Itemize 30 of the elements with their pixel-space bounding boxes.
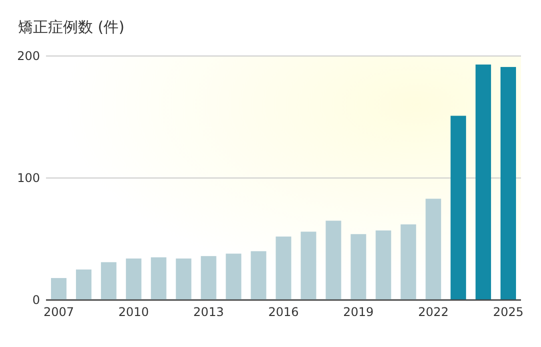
bar xyxy=(250,251,266,300)
x-tick-label: 2010 xyxy=(118,305,149,319)
y-tick-label: 200 xyxy=(17,49,40,64)
y-tick-label: 100 xyxy=(17,171,40,186)
bar xyxy=(350,234,366,300)
x-tick-label: 2013 xyxy=(193,305,224,319)
x-tick-label: 2019 xyxy=(343,305,374,319)
bar xyxy=(176,258,192,300)
bar xyxy=(450,116,466,300)
bar xyxy=(126,258,142,300)
bar xyxy=(400,224,416,300)
x-tick-label: 2007 xyxy=(43,305,74,319)
bar xyxy=(300,232,316,300)
bar xyxy=(76,270,92,300)
x-tick-label: 2022 xyxy=(418,305,449,319)
bar xyxy=(376,230,392,300)
bar xyxy=(50,278,66,300)
chart-title: 矯正症例数 (件) xyxy=(18,18,124,36)
bar xyxy=(100,262,116,300)
bar xyxy=(500,66,516,300)
bar xyxy=(150,257,166,300)
bar xyxy=(476,64,492,300)
x-tick-label: 2016 xyxy=(268,305,299,319)
bar xyxy=(226,254,242,300)
bar xyxy=(276,236,292,300)
bar xyxy=(326,220,342,300)
bar xyxy=(426,198,442,300)
bar xyxy=(200,256,216,300)
x-tick-label: 2025 xyxy=(492,305,524,319)
y-tick-label: 0 xyxy=(32,293,40,308)
